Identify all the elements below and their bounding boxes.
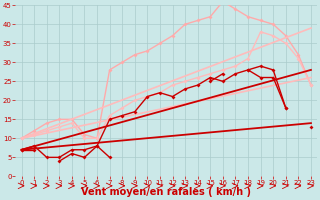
X-axis label: Vent moyen/en rafales ( km/h ): Vent moyen/en rafales ( km/h ): [81, 187, 251, 197]
